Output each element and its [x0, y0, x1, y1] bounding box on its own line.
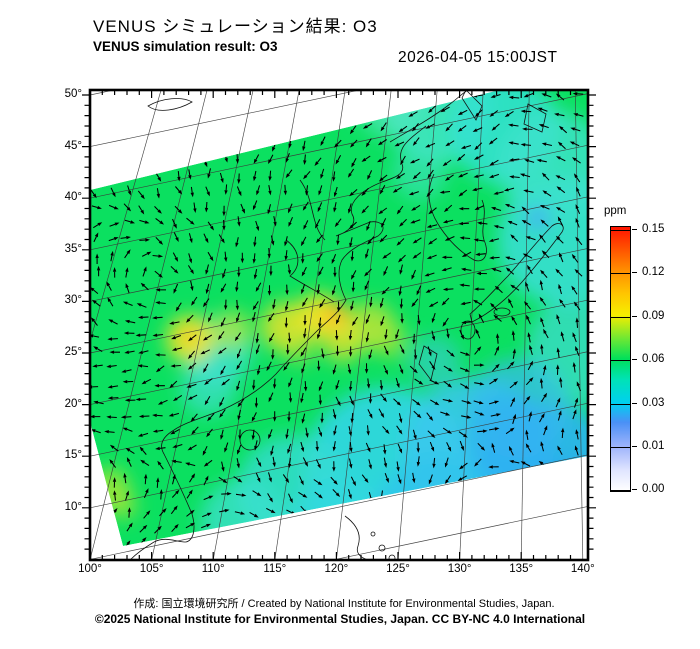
colorbar-tick: [611, 273, 630, 275]
colorbar-tick: [632, 315, 637, 317]
x-tick-label: 105°: [139, 563, 164, 575]
x-tick-label: 135°: [509, 563, 534, 575]
wind-arrows: [90, 92, 584, 546]
y-tick-label: 45°: [64, 139, 82, 152]
colorbar: [610, 226, 631, 492]
colorbar-tick: [611, 230, 630, 231]
x-tick-label: 115°: [263, 563, 287, 575]
colorbar-tick: [632, 359, 637, 361]
colorbar-tick-label: 0.09: [642, 309, 665, 322]
map-content: [90, 90, 588, 560]
license-line: ©2025 National Institute for Environment…: [94, 612, 586, 626]
map-frame: [82, 88, 596, 562]
y-tick-label: 50°: [64, 88, 82, 100]
y-tick-label: 35°: [64, 242, 82, 255]
colorbar-tick-label: 0.01: [642, 440, 665, 452]
colorbar-tick-label: 0.03: [642, 396, 665, 409]
colorbar-tick: [632, 446, 637, 447]
colorbar-unit-label: ppm: [604, 205, 627, 217]
x-tick-label: 130°: [447, 563, 472, 575]
x-axis-tick-labels: 100° 105° 110° 115° 120° 125° 130° 135° 140°: [0, 563, 700, 579]
y-tick-label: 20°: [64, 397, 82, 410]
y-tick-label: 25°: [64, 346, 82, 358]
colorbar-tick: [632, 489, 637, 491]
x-tick-label: 140°: [570, 563, 595, 575]
concentration-field: [90, 90, 588, 546]
timestamp: 2026-04-05 15:00JST: [398, 49, 558, 66]
colorbar-tick: [611, 316, 630, 318]
colorbar-tick: [611, 490, 630, 492]
y-axis-tick-labels: 50° 45° 40° 35° 30° 25° 20° 15° 10°: [38, 0, 82, 649]
colorbar-tick: [611, 447, 630, 448]
x-tick-label: 100°: [78, 563, 102, 575]
colorbar-tick-label: 0.06: [642, 353, 665, 366]
colorbar-tick: [611, 360, 630, 362]
colorbar-tick: [632, 272, 637, 274]
y-tick-label: 40°: [64, 191, 82, 204]
x-tick-label: 110°: [201, 563, 225, 575]
colorbar-tick: [632, 229, 637, 230]
y-tick-label: 15°: [64, 449, 82, 462]
colorbar-tick-label: 0.15: [642, 223, 665, 235]
y-tick-label: 10°: [64, 500, 82, 513]
colorbar-tick: [611, 403, 630, 405]
colorbar-tick-label: 0.00: [642, 483, 665, 496]
credit-line: 作成: 国立環境研究所 / Created by National Instit…: [133, 598, 555, 610]
x-tick-label: 125°: [386, 563, 410, 575]
coastlines: [129, 90, 564, 560]
title-english: VENUS simulation result: O3: [93, 39, 278, 54]
x-tick-label: 120°: [324, 563, 349, 575]
title-japanese: VENUS シミュレーション結果: O3: [93, 17, 378, 36]
y-tick-label: 30°: [64, 294, 82, 307]
map-canvas: [82, 88, 596, 562]
colorbar-tick: [632, 402, 637, 404]
colorbar-tick-label: 0.12: [642, 266, 665, 279]
